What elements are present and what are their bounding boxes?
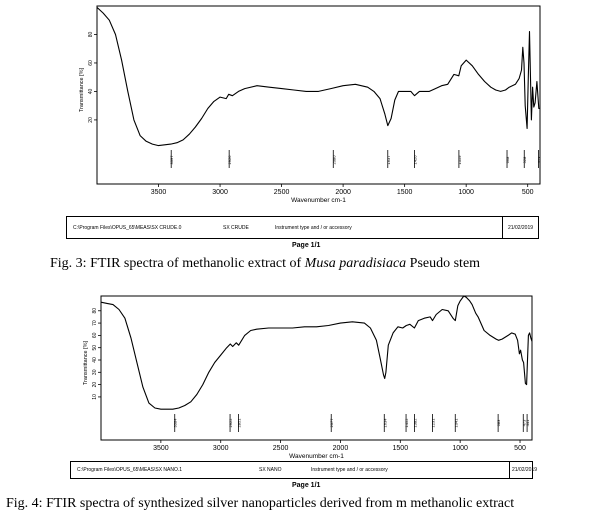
figure-caption: Fig. 4: FTIR spectra of synthesized silv… bbox=[6, 496, 514, 512]
file-path: C:\Program Files\OPUS_65\MEAS\SX NANO.1 bbox=[77, 467, 183, 473]
x-tick-label: 3500 bbox=[151, 189, 167, 196]
page-label: Page 1/1 bbox=[292, 482, 321, 489]
x-tick-label: 2500 bbox=[273, 445, 289, 452]
y-tick-label: 10 bbox=[92, 394, 98, 400]
peak-label: 1041 bbox=[453, 418, 458, 428]
page-label: Page 1/1 bbox=[292, 242, 321, 249]
y-tick-label: 80 bbox=[92, 308, 98, 314]
peak-label: 2926 bbox=[227, 155, 232, 165]
caption-text: Fig. 4: FTIR spectra of synthesized silv… bbox=[6, 496, 515, 511]
peak-label: 3397 bbox=[169, 155, 174, 165]
peak-label: 473 bbox=[521, 419, 526, 426]
measurement-date: 21/02/2019 bbox=[512, 467, 538, 473]
peak-label: 683 bbox=[496, 419, 501, 426]
plot-frame bbox=[100, 295, 533, 441]
x-tick-label: 2000 bbox=[333, 445, 349, 452]
y-tick-label: 20 bbox=[92, 382, 98, 388]
x-tick-label: 3000 bbox=[213, 445, 229, 452]
x-tick-label: 1500 bbox=[397, 189, 413, 196]
peak-label: 1637 bbox=[386, 155, 391, 165]
ftir-chart-methanolic-extract: 3500 3000 2500 2000 1500 1000 500 20 40 60 80 Waven… bbox=[79, 5, 541, 204]
peak-label: 1634 bbox=[382, 418, 387, 428]
figure-caption: Fig. 3: FTIR spectra of methanolic extra… bbox=[50, 256, 480, 272]
caption-tail: Pseudo stem bbox=[406, 256, 481, 271]
y-axis-label: Transmittance [%] bbox=[83, 340, 89, 385]
info-divider bbox=[502, 217, 503, 238]
x-tick-label: 500 bbox=[522, 189, 534, 196]
y-tick-label: 40 bbox=[92, 357, 98, 363]
peak-label: 1231 bbox=[431, 418, 436, 428]
file-info-box: C:\Program Files\OPUS_65\MEAS\SX CRUDE.0… bbox=[66, 216, 539, 239]
peak-label: 413 bbox=[536, 156, 541, 163]
y-tick-label: 40 bbox=[88, 88, 94, 94]
sample-name: SX CRUDE bbox=[223, 224, 249, 231]
sample-name: SX NANO bbox=[259, 467, 282, 473]
peak-label: 668 bbox=[505, 156, 510, 163]
peak-label: 2851 bbox=[237, 418, 242, 428]
spectrum-line bbox=[96, 6, 540, 147]
x-axis-label: Wavenumber cm-1 bbox=[289, 453, 344, 458]
x-axis-label: Wavenumber cm-1 bbox=[291, 197, 346, 204]
measurement-date: 21/02/2019 bbox=[508, 224, 534, 231]
caption-species: Musa paradisiaca bbox=[304, 256, 407, 271]
x-tick-label: 1500 bbox=[393, 445, 409, 452]
file-path: C:\Program Files\OPUS_65\MEAS\SX CRUDE.0 bbox=[73, 224, 182, 231]
x-tick-label: 1000 bbox=[452, 445, 468, 452]
ftir-chart-silver-nanoparticles: 3500 3000 2500 2000 1500 1000 500 10 20 30 40 50 60 7… bbox=[83, 295, 533, 458]
x-tick-label: 3500 bbox=[153, 445, 169, 452]
x-tick-label: 2000 bbox=[335, 189, 351, 196]
y-tick-label: 70 bbox=[92, 320, 98, 326]
y-tick-label: 80 bbox=[88, 31, 94, 37]
spectrum-line bbox=[100, 295, 533, 410]
x-tick-label: 3000 bbox=[212, 189, 228, 196]
y-axis-label: Transmittance [%] bbox=[79, 67, 85, 112]
x-tick-label: 500 bbox=[514, 445, 526, 452]
y-tick-label: 30 bbox=[92, 369, 98, 375]
y-tick-label: 50 bbox=[92, 345, 98, 351]
instrument-text: Instrument type and / or accessory bbox=[311, 467, 388, 473]
peak-label: 2080 bbox=[331, 155, 336, 165]
caption-text: Fig. 3: FTIR spectra of methanolic extra… bbox=[50, 256, 305, 271]
file-info-box: C:\Program Files\OPUS_65\MEAS\SX NANO.1 … bbox=[70, 461, 537, 479]
peak-label: 528 bbox=[522, 156, 527, 163]
peak-label: 1420 bbox=[412, 155, 417, 165]
y-tick-label: 60 bbox=[88, 60, 94, 66]
peak-label: 2077 bbox=[329, 418, 334, 428]
instrument-text: Instrument type and / or accessory bbox=[275, 224, 352, 231]
peak-label: 1382 bbox=[412, 418, 417, 428]
info-divider bbox=[509, 462, 510, 478]
peak-label: 1059 bbox=[457, 155, 462, 165]
peak-label: 1452 bbox=[404, 418, 409, 428]
peak-label: 2922 bbox=[228, 418, 233, 428]
peak-label: 441 bbox=[525, 419, 530, 426]
x-tick-label: 1000 bbox=[458, 189, 474, 196]
y-tick-label: 20 bbox=[88, 117, 94, 123]
y-tick-label: 60 bbox=[92, 332, 98, 338]
x-tick-label: 2500 bbox=[274, 189, 290, 196]
plot-frame bbox=[96, 5, 541, 185]
peak-label: 3384 bbox=[173, 418, 178, 428]
